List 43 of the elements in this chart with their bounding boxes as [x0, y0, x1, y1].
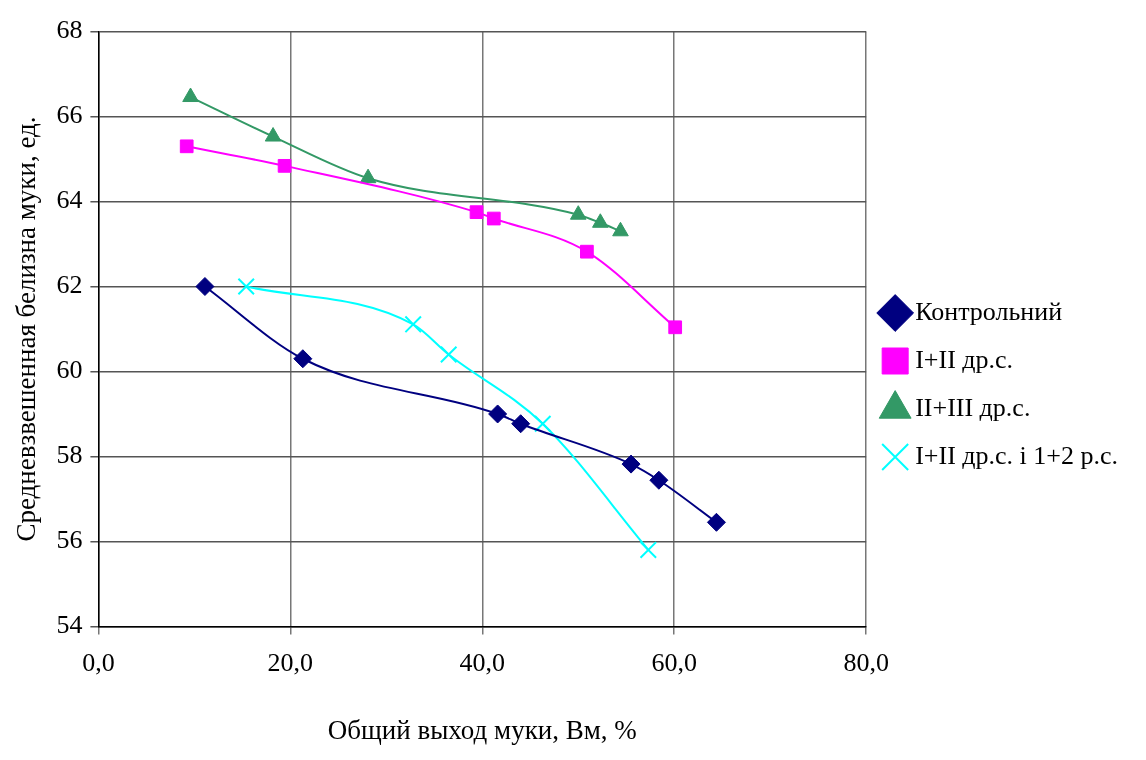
point [179, 139, 194, 154]
y-tick-label: 64 [56, 185, 83, 215]
point [511, 414, 531, 434]
point [668, 320, 683, 335]
point [569, 205, 587, 220]
point [182, 87, 199, 103]
legend-label: Контрольний [915, 296, 1063, 326]
point [639, 541, 658, 559]
x-axis-title: Общий выход муки, Вм, % [327, 714, 637, 745]
y-tick-label: 54 [56, 610, 83, 640]
point [592, 213, 609, 228]
point [621, 454, 641, 474]
point [264, 127, 282, 142]
legend-label: II+III др.с. [915, 392, 1031, 422]
x-tick-label: 60,0 [651, 647, 697, 677]
x-tick-label: 20,0 [267, 647, 314, 677]
point [706, 512, 726, 532]
legend-label: I+II др.с. і 1+2 р.с. [915, 440, 1119, 470]
x-tick-label: 80,0 [843, 647, 889, 677]
y-tick-label: 66 [56, 100, 83, 130]
point [649, 470, 669, 490]
point [404, 315, 422, 334]
point [469, 205, 484, 220]
y-tick-label: 56 [56, 525, 83, 555]
point [195, 277, 215, 297]
point [486, 211, 501, 226]
x-tick-label: 40,0 [459, 647, 506, 677]
y-tick-label: 60 [56, 355, 83, 385]
point [237, 277, 255, 296]
point [580, 244, 594, 259]
point [293, 349, 313, 369]
y-tick-label: 62 [56, 270, 83, 300]
point [488, 404, 508, 424]
legend-label: I+II др.с. [915, 344, 1014, 374]
y-tick-label: 68 [56, 15, 83, 45]
point [533, 414, 552, 433]
y-axis-title: Средневзвешенная белизна муки, ед. [11, 116, 42, 542]
point [612, 221, 629, 237]
point [359, 168, 377, 184]
y-tick-label: 58 [56, 440, 83, 470]
x-tick-label: 0,0 [82, 647, 115, 677]
point [277, 158, 292, 173]
point [439, 345, 458, 364]
